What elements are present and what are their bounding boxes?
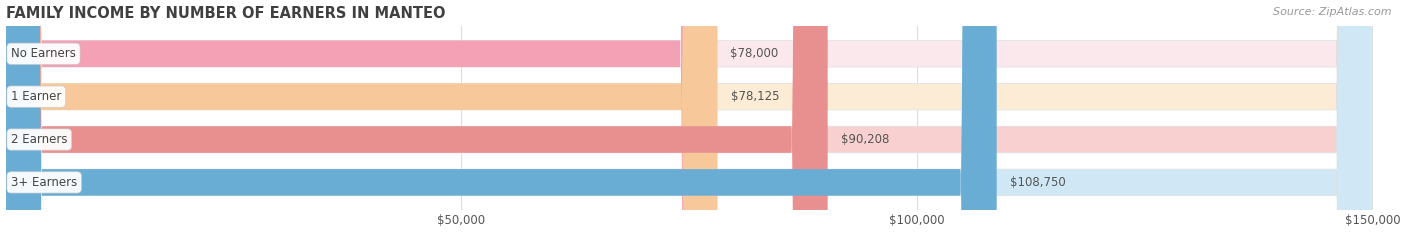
Text: 1 Earner: 1 Earner — [11, 90, 62, 103]
Text: $90,208: $90,208 — [841, 133, 890, 146]
FancyBboxPatch shape — [6, 0, 1372, 233]
FancyBboxPatch shape — [6, 0, 997, 233]
Text: 2 Earners: 2 Earners — [11, 133, 67, 146]
Text: FAMILY INCOME BY NUMBER OF EARNERS IN MANTEO: FAMILY INCOME BY NUMBER OF EARNERS IN MA… — [6, 6, 446, 21]
FancyBboxPatch shape — [6, 0, 1372, 233]
FancyBboxPatch shape — [6, 0, 1372, 233]
FancyBboxPatch shape — [6, 0, 1372, 233]
Text: Source: ZipAtlas.com: Source: ZipAtlas.com — [1274, 7, 1392, 17]
Text: $78,000: $78,000 — [730, 47, 779, 60]
Text: 3+ Earners: 3+ Earners — [11, 176, 77, 189]
FancyBboxPatch shape — [6, 0, 717, 233]
FancyBboxPatch shape — [6, 0, 717, 233]
Text: No Earners: No Earners — [11, 47, 76, 60]
Text: $78,125: $78,125 — [731, 90, 780, 103]
FancyBboxPatch shape — [6, 0, 828, 233]
Text: $108,750: $108,750 — [1011, 176, 1066, 189]
